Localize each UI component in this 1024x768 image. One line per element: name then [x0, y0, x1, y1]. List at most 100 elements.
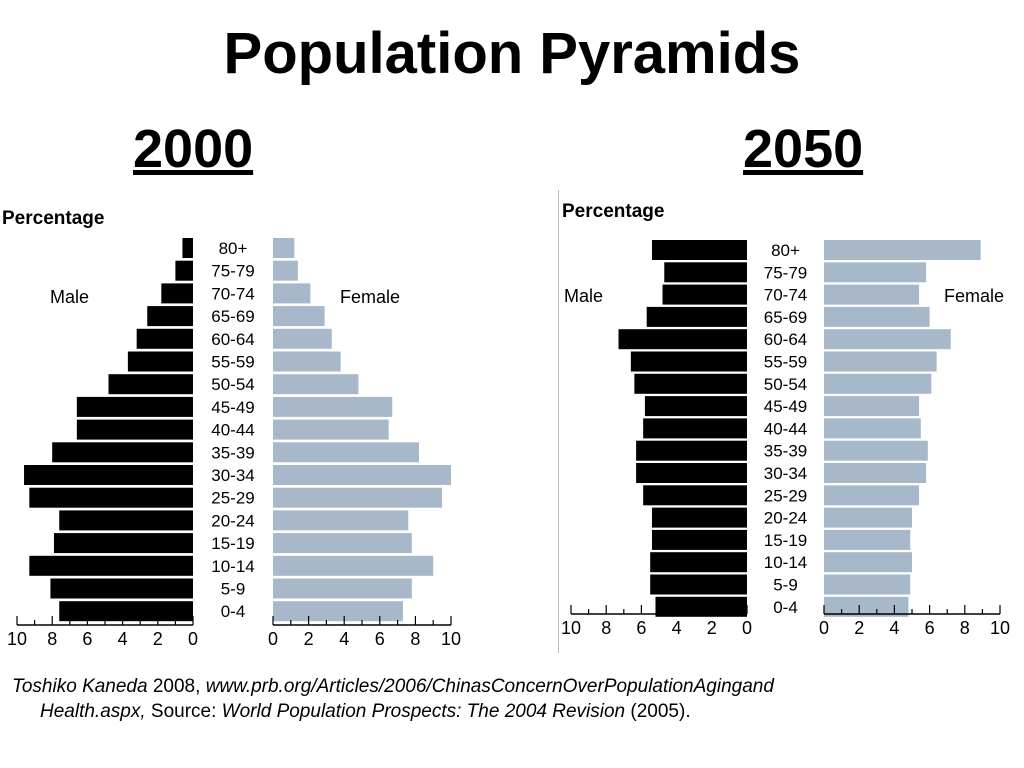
age-label-15-19: 15-19 [211, 534, 254, 553]
bar-male-10-14 [650, 552, 747, 573]
age-label-45-49: 45-49 [211, 398, 254, 417]
bar-male-5-9 [650, 574, 747, 595]
citation-source-year: (2005). [630, 701, 691, 722]
legend-male: Male [564, 286, 603, 306]
tick-label-male-2: 2 [707, 618, 717, 638]
age-label-80+: 80+ [771, 241, 800, 260]
legend-female: Female [944, 286, 1004, 306]
legend-female: Female [340, 287, 400, 307]
tick-label-female-4: 4 [339, 629, 349, 649]
bar-male-30-34 [636, 463, 747, 483]
bar-female-35-39 [273, 442, 419, 463]
bar-female-50-54 [273, 374, 359, 395]
bar-male-65-69 [646, 306, 747, 327]
bar-male-75-79 [664, 262, 747, 283]
bar-male-0-4 [655, 596, 747, 617]
bar-female-40-44 [273, 419, 389, 440]
bar-male-55-59 [630, 351, 747, 372]
age-label-75-79: 75-79 [764, 263, 807, 282]
bar-male-25-29 [29, 487, 193, 508]
bar-male-15-19 [53, 533, 194, 554]
bar-female-55-59 [273, 351, 341, 372]
bar-female-40-44 [824, 418, 921, 439]
age-label-0-4: 0-4 [221, 602, 246, 621]
age-label-30-34: 30-34 [211, 466, 254, 485]
citation-source-label: Source: [150, 701, 217, 722]
bar-male-15-19 [651, 529, 747, 550]
citation-source-title: World Population Prospects: The 2004 Rev… [221, 701, 626, 722]
tick-label-male-10: 10 [7, 629, 27, 649]
bar-female-20-24 [824, 507, 912, 528]
bar-male-70-74 [662, 284, 747, 305]
age-label-20-24: 20-24 [211, 511, 254, 530]
age-label-40-44: 40-44 [211, 421, 254, 440]
age-label-45-49: 45-49 [764, 397, 807, 416]
bar-female-25-29 [824, 485, 920, 506]
ylabel-percentage: Percentage [2, 208, 104, 229]
bar-female-15-19 [824, 529, 911, 550]
bar-female-45-49 [273, 396, 393, 417]
tick-label-female-10: 10 [441, 629, 461, 649]
bar-female-65-69 [273, 306, 325, 327]
bar-female-0-4 [824, 596, 909, 617]
age-label-35-39: 35-39 [211, 443, 254, 462]
bar-male-10-14 [29, 555, 193, 576]
chart-divider [558, 190, 559, 653]
age-label-65-69: 65-69 [764, 308, 807, 327]
citation-year: 2008 [152, 676, 196, 697]
tick-label-male-4: 4 [118, 629, 128, 649]
tick-label-male-6: 6 [82, 629, 92, 649]
bar-female-25-29 [273, 487, 443, 508]
bar-female-80+ [273, 238, 295, 258]
citation-url-part1[interactable]: www.prb.org/Articles/2006/ChinasConcernO… [205, 676, 774, 697]
bar-female-30-34 [273, 465, 451, 485]
bar-female-70-74 [824, 284, 920, 305]
tick-label-female-2: 2 [854, 618, 864, 638]
age-label-50-54: 50-54 [211, 375, 254, 394]
tick-label-female-6: 6 [375, 629, 385, 649]
bar-male-20-24 [651, 507, 747, 528]
tick-label-female-0: 0 [268, 629, 278, 649]
tick-label-female-4: 4 [889, 618, 899, 638]
bar-male-50-54 [634, 373, 747, 394]
citation-url-part2[interactable]: Health.aspx, [40, 701, 146, 722]
tick-label-male-0: 0 [188, 629, 198, 649]
tick-label-male-8: 8 [601, 618, 611, 638]
tick-label-female-8: 8 [410, 629, 420, 649]
year-label-2050: 2050 [743, 119, 864, 179]
age-label-35-39: 35-39 [764, 442, 807, 461]
age-label-5-9: 5-9 [221, 580, 246, 599]
age-label-10-14: 10-14 [764, 553, 807, 572]
bar-female-15-19 [273, 533, 412, 554]
age-label-55-59: 55-59 [764, 353, 807, 372]
bar-female-75-79 [273, 260, 298, 281]
age-label-70-74: 70-74 [211, 284, 254, 303]
bar-male-20-24 [59, 510, 193, 531]
age-label-60-64: 60-64 [211, 330, 254, 349]
age-label-60-64: 60-64 [764, 330, 807, 349]
bar-male-0-4 [59, 601, 193, 622]
bar-male-80+ [651, 240, 747, 260]
bar-female-5-9 [273, 578, 412, 599]
citation-comma: , [195, 676, 201, 697]
age-label-50-54: 50-54 [764, 375, 807, 394]
age-label-15-19: 15-19 [764, 531, 807, 550]
bar-male-50-54 [108, 374, 193, 395]
citation: Toshiko Kaneda 2008, www.prb.org/Article… [12, 674, 1012, 724]
bar-male-5-9 [50, 578, 193, 599]
citation-author: Toshiko Kaneda [12, 676, 148, 697]
bar-male-30-34 [24, 465, 194, 485]
tick-label-female-2: 2 [304, 629, 314, 649]
tick-label-male-8: 8 [47, 629, 57, 649]
bar-male-25-29 [643, 485, 747, 506]
age-label-20-24: 20-24 [764, 509, 807, 528]
bar-female-65-69 [824, 306, 930, 327]
bar-male-55-59 [127, 351, 193, 372]
age-label-65-69: 65-69 [211, 307, 254, 326]
bar-female-55-59 [824, 351, 937, 372]
bar-male-45-49 [644, 396, 747, 417]
bar-female-80+ [824, 240, 981, 260]
tick-label-male-6: 6 [636, 618, 646, 638]
